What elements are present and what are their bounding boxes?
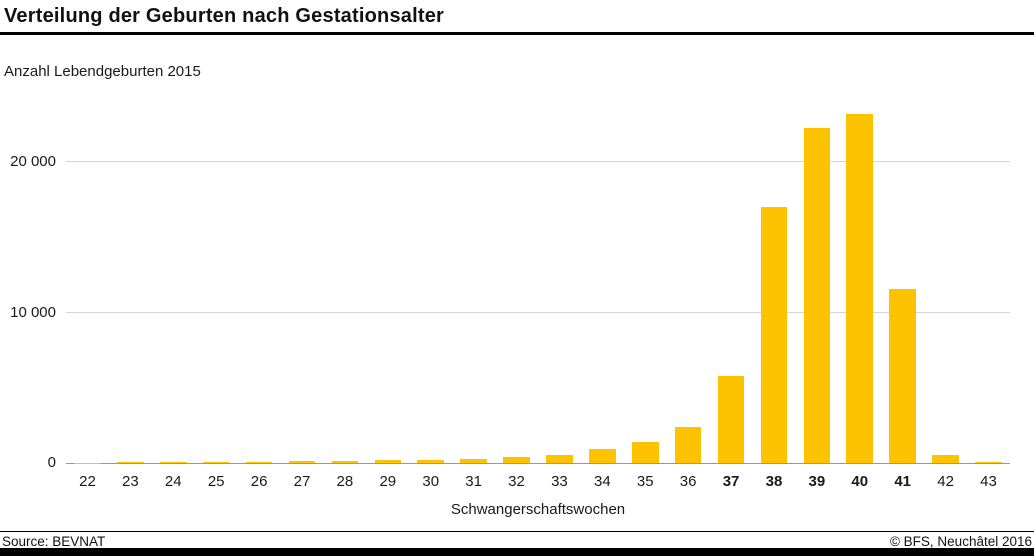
- bar-slot-week-23: [109, 102, 152, 463]
- x-axis-tick-label: 23: [122, 473, 139, 490]
- bar-slot-week-24: [152, 102, 195, 463]
- x-axis-tick-label: 28: [336, 473, 354, 490]
- x-axis-tick-label: 30: [422, 473, 440, 490]
- x-axis-tick-label: 38: [765, 473, 783, 490]
- copyright-note: © BFS, Neuchâtel 2016: [889, 534, 1032, 549]
- x-axis-tick-label: 39: [808, 473, 826, 490]
- bar-week-34: [589, 449, 616, 463]
- gridline-10000: [66, 311, 1010, 313]
- x-axis: 22 23 24 25 26 27 28 29 30 31 32 33 34 35 36 37 38 39 40 41…: [66, 473, 1010, 490]
- bar-slot-week-33: [538, 102, 581, 463]
- bar-slot-week-39: [795, 102, 838, 463]
- x-axis-tick-label: 40: [851, 473, 869, 490]
- y-axis-tick-label: 20 000: [10, 153, 56, 171]
- x-axis-tick-label: 29: [379, 473, 397, 490]
- x-axis-tick-label: 22: [79, 473, 96, 490]
- bar-week-37: [717, 375, 745, 463]
- x-axis-title: Schwangerschaftswochen: [450, 501, 626, 518]
- footer: Source: BEVNAT © BFS, Neuchâtel 2016: [2, 534, 1032, 549]
- bottom-black-bar: [0, 548, 1034, 556]
- bar-chart-plot: [66, 102, 1010, 464]
- chart-subtitle: Anzahl Lebendgeburten 2015: [4, 63, 201, 80]
- bar-week-24: [159, 462, 187, 463]
- bar-week-33: [546, 454, 573, 463]
- bar-week-23: [117, 462, 144, 463]
- bar-slot-week-22: [66, 102, 109, 463]
- bar-slot-week-28: [323, 102, 366, 463]
- bar-slot-week-43: [967, 102, 1010, 463]
- bar-slot-week-27: [281, 102, 324, 463]
- bar-slot-week-26: [238, 102, 281, 463]
- x-axis-tick-label: 25: [207, 473, 225, 490]
- gridline-20000: [66, 161, 1010, 163]
- bar-slot-week-38: [753, 102, 796, 463]
- source-note: Source: BEVNAT: [2, 534, 106, 549]
- bar-slot-week-34: [581, 102, 624, 463]
- x-axis-tick-label: 43: [980, 473, 997, 490]
- x-axis-tick-label: 27: [293, 473, 311, 490]
- bar-slot-week-35: [624, 102, 667, 463]
- bar-slot-week-25: [195, 102, 238, 463]
- x-axis-tick-label: 42: [937, 473, 954, 490]
- bar-slot-week-37: [710, 102, 753, 463]
- bar-week-40: [846, 114, 874, 463]
- bar-week-26: [245, 461, 273, 463]
- x-axis-tick-label: 33: [551, 473, 568, 490]
- bar-slot-week-31: [452, 102, 495, 463]
- y-axis-tick-label: 10 000: [10, 303, 56, 321]
- bar-week-30: [417, 459, 444, 463]
- bar-week-38: [760, 207, 788, 463]
- bar-week-36: [674, 426, 702, 463]
- bar-slot-week-41: [881, 102, 924, 463]
- x-axis-tick-label: 36: [679, 473, 697, 490]
- footer-divider-rule: [0, 531, 1034, 532]
- bar-slot-week-32: [495, 102, 538, 463]
- x-axis-tick-label: 24: [164, 473, 182, 490]
- title-divider-rule: [0, 32, 1034, 35]
- bar-week-35: [631, 441, 659, 463]
- x-axis-tick-label: 35: [636, 473, 654, 490]
- x-axis-tick-label: 32: [508, 473, 525, 490]
- x-axis-tick-label: 41: [894, 473, 912, 490]
- x-axis-tick-label: 31: [465, 473, 482, 490]
- bar-slot-week-29: [366, 102, 409, 463]
- x-axis-tick-label: 37: [722, 473, 740, 490]
- bar-slot-week-30: [409, 102, 452, 463]
- bar-week-32: [503, 456, 530, 463]
- chart-title: Verteilung der Geburten nach Gestationsa…: [4, 5, 445, 27]
- bar-week-39: [803, 127, 831, 463]
- x-axis-tick-label: 26: [250, 473, 268, 490]
- x-axis-tick-label: 34: [593, 473, 611, 490]
- bar-slot-week-42: [924, 102, 967, 463]
- y-axis: 0 10 000 20 000: [0, 102, 56, 471]
- bar-week-31: [460, 458, 487, 463]
- bar-week-43: [975, 462, 1002, 463]
- bar-week-29: [374, 460, 402, 463]
- bar-week-42: [932, 455, 959, 463]
- bar-week-27: [288, 461, 316, 463]
- y-axis-tick-label: 0: [47, 454, 56, 471]
- bar-slot-week-36: [667, 102, 710, 463]
- bar-week-25: [202, 461, 230, 463]
- bar-slot-week-40: [838, 102, 881, 463]
- bar-week-41: [889, 288, 916, 463]
- bar-week-28: [331, 460, 359, 463]
